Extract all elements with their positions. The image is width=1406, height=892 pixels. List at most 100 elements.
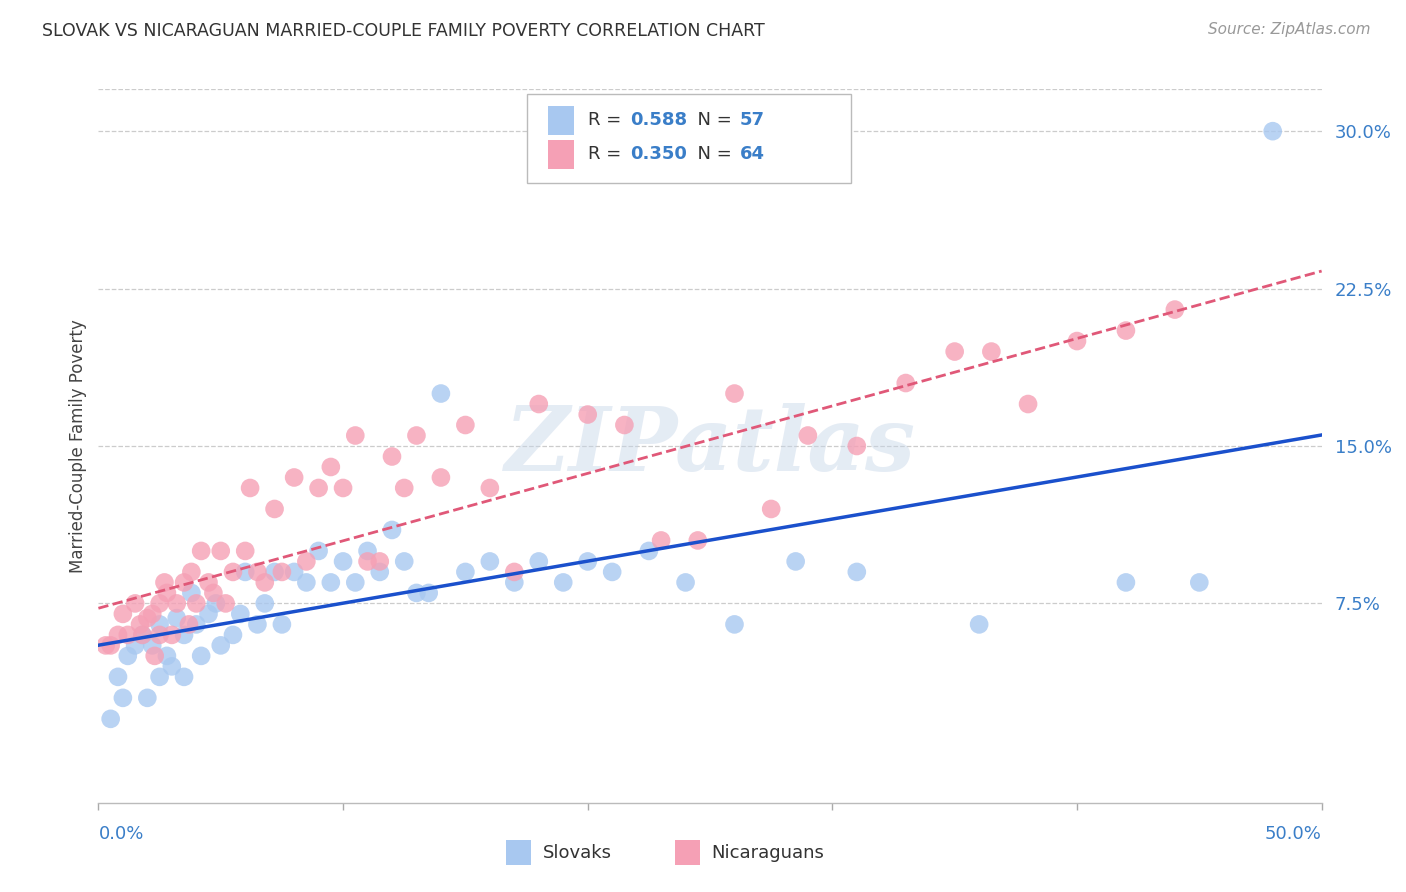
Point	[143, 648, 166, 663]
Point	[527, 554, 550, 568]
Point	[246, 617, 269, 632]
Point	[478, 554, 501, 568]
Point	[454, 565, 477, 579]
Point	[222, 628, 245, 642]
Point	[943, 344, 966, 359]
Point	[186, 596, 208, 610]
Point	[197, 575, 219, 590]
Point	[454, 417, 477, 432]
Point	[356, 554, 378, 568]
Point	[503, 575, 526, 590]
Point	[156, 586, 179, 600]
Point	[430, 386, 453, 401]
Point	[141, 639, 163, 653]
Point	[344, 575, 367, 590]
Point	[129, 617, 152, 632]
Text: 64: 64	[740, 145, 765, 163]
Point	[675, 575, 697, 590]
Point	[209, 544, 232, 558]
Text: 50.0%: 50.0%	[1265, 825, 1322, 843]
Point	[107, 670, 129, 684]
Point	[295, 554, 318, 568]
Point	[173, 628, 195, 642]
Point	[166, 596, 188, 610]
Point	[214, 596, 236, 610]
Point	[117, 628, 139, 642]
Point	[149, 670, 172, 684]
Text: Slovaks: Slovaks	[543, 844, 612, 862]
Point	[173, 670, 195, 684]
Point	[190, 648, 212, 663]
Point	[1115, 575, 1137, 590]
Point	[1164, 302, 1187, 317]
Text: ZIPatlas: ZIPatlas	[505, 403, 915, 489]
Point	[308, 481, 330, 495]
Point	[686, 533, 709, 548]
Point	[319, 460, 342, 475]
Point	[94, 639, 117, 653]
Point	[233, 544, 256, 558]
Point	[761, 502, 783, 516]
Point	[253, 575, 276, 590]
Point	[149, 596, 172, 610]
Point	[270, 565, 294, 579]
Point	[111, 607, 134, 621]
Point	[180, 586, 202, 600]
Point	[723, 386, 745, 401]
Point	[392, 554, 416, 568]
Point	[131, 628, 153, 642]
Point	[166, 611, 188, 625]
Point	[141, 607, 163, 621]
Point	[186, 617, 208, 632]
Point	[100, 712, 122, 726]
Point	[124, 596, 146, 610]
Point	[845, 439, 868, 453]
Text: 0.0%: 0.0%	[98, 825, 143, 843]
Point	[894, 376, 917, 390]
Point	[111, 690, 134, 705]
Point	[405, 428, 427, 442]
Point	[785, 554, 807, 568]
Point	[1017, 397, 1039, 411]
Point	[190, 544, 212, 558]
Point	[503, 565, 526, 579]
Text: SLOVAK VS NICARAGUAN MARRIED-COUPLE FAMILY POVERTY CORRELATION CHART: SLOVAK VS NICARAGUAN MARRIED-COUPLE FAMI…	[42, 22, 765, 40]
Point	[368, 565, 391, 579]
Text: 0.350: 0.350	[630, 145, 686, 163]
Point	[136, 611, 159, 625]
Point	[107, 628, 129, 642]
Point	[1188, 575, 1211, 590]
Text: 0.588: 0.588	[630, 112, 688, 129]
Point	[967, 617, 990, 632]
Point	[332, 481, 354, 495]
Point	[576, 554, 599, 568]
Point	[980, 344, 1002, 359]
Point	[153, 575, 176, 590]
Point	[173, 575, 195, 590]
Point	[723, 617, 745, 632]
Point	[209, 639, 232, 653]
Point	[308, 544, 330, 558]
Point	[202, 586, 225, 600]
Point	[797, 428, 820, 442]
Point	[100, 639, 122, 653]
Point	[283, 470, 305, 484]
Point	[149, 617, 172, 632]
Point	[222, 565, 245, 579]
Point	[283, 565, 305, 579]
Point	[263, 565, 285, 579]
Point	[1261, 124, 1284, 138]
Point	[381, 523, 404, 537]
Point	[576, 408, 599, 422]
Text: Source: ZipAtlas.com: Source: ZipAtlas.com	[1208, 22, 1371, 37]
Point	[239, 481, 262, 495]
Point	[600, 565, 623, 579]
Point	[136, 690, 159, 705]
Point	[180, 565, 202, 579]
Point	[1115, 324, 1137, 338]
Point	[263, 502, 285, 516]
Point	[405, 586, 427, 600]
Point	[205, 596, 228, 610]
Point	[149, 628, 172, 642]
Point	[270, 617, 294, 632]
